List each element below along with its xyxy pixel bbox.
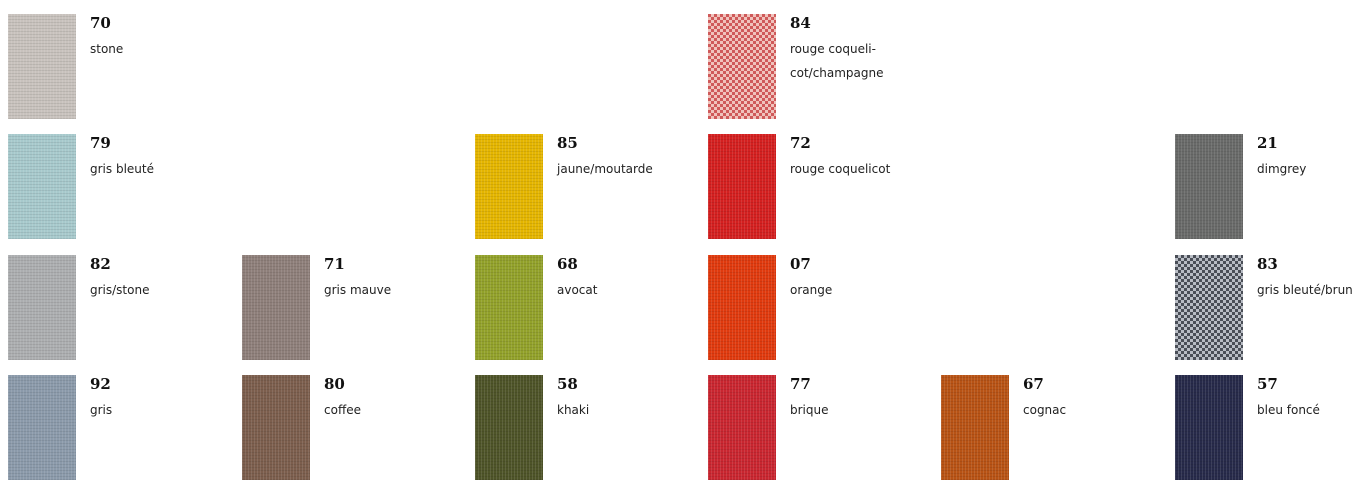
swatch-card-68: 68 avocat (475, 255, 700, 363)
fabric-swatch-gris (8, 375, 76, 480)
swatch-card-70: 70 stone (8, 14, 233, 122)
swatch-code: 71 (324, 255, 345, 273)
fabric-swatch-dimgrey (1175, 134, 1243, 239)
swatch-card-80: 80 coffee (242, 375, 467, 483)
swatch-name: brique (790, 403, 829, 417)
fabric-swatch-coffee (242, 375, 310, 480)
swatch-name: dimgrey (1257, 162, 1307, 176)
swatch-code: 72 (790, 134, 811, 152)
fabric-swatch-rouge-coquelicot-champagne (708, 14, 776, 119)
swatch-name: rouge coquelicot (790, 162, 891, 176)
swatch-code: 68 (557, 255, 578, 273)
swatch-name: gris/stone (90, 283, 150, 297)
swatch-name: coffee (324, 403, 361, 417)
swatch-name: orange (790, 283, 833, 297)
swatch-name: khaki (557, 403, 590, 417)
swatch-name: jaune/moutarde (557, 162, 653, 176)
fabric-swatch-brique (708, 375, 776, 480)
swatch-card-79: 79 gris bleuté (8, 134, 233, 242)
swatch-code: 85 (557, 134, 578, 152)
fabric-swatch-stone (8, 14, 76, 119)
swatch-code: 79 (90, 134, 111, 152)
swatch-name: stone (90, 42, 124, 56)
fabric-swatch-avocat (475, 255, 543, 360)
swatch-card-58: 58 khaki (475, 375, 700, 483)
swatch-code: 70 (90, 14, 111, 32)
swatch-card-67: 67 cognac (941, 375, 1166, 483)
swatch-code: 92 (90, 375, 111, 393)
fabric-swatch-orange (708, 255, 776, 360)
swatch-name: gris bleuté (90, 162, 154, 176)
swatch-card-92: 92 gris (8, 375, 233, 483)
fabric-swatch-bleu-fonce (1175, 375, 1243, 480)
swatch-name: gris (90, 403, 113, 417)
fabric-swatch-cognac (941, 375, 1009, 480)
swatch-code: 21 (1257, 134, 1278, 152)
swatch-code: 82 (90, 255, 111, 273)
swatch-code: 57 (1257, 375, 1278, 393)
swatch-card-83: 83 gris bleuté/brun (1175, 255, 1364, 363)
swatch-name: rouge coqueli- cot/champagne (790, 42, 884, 80)
swatch-card-71: 71 gris mauve (242, 255, 467, 363)
swatch-name: cognac (1023, 403, 1067, 417)
swatch-code: 80 (324, 375, 345, 393)
fabric-swatch-khaki (475, 375, 543, 480)
swatch-name: bleu foncé (1257, 403, 1320, 417)
swatch-code: 07 (790, 255, 811, 273)
swatch-card-07: 07 orange (708, 255, 933, 363)
swatch-code: 77 (790, 375, 811, 393)
swatch-card-85: 85 jaune/moutarde (475, 134, 700, 242)
swatch-name: gris bleuté/brun (1257, 283, 1353, 297)
fabric-swatch-gris-bleute (8, 134, 76, 239)
fabric-swatch-gris-bleute-brun (1175, 255, 1243, 360)
swatch-name: gris mauve (324, 283, 392, 297)
swatch-code: 83 (1257, 255, 1278, 273)
swatch-card-72: 72 rouge coquelicot (708, 134, 933, 242)
fabric-swatch-gris-mauve (242, 255, 310, 360)
swatch-code: 58 (557, 375, 578, 393)
fabric-swatch-rouge-coquelicot (708, 134, 776, 239)
swatch-card-21: 21 dimgrey (1175, 134, 1364, 242)
swatch-code: 84 (790, 14, 811, 32)
fabric-swatch-jaune-moutarde (475, 134, 543, 239)
swatch-card-84: 84 rouge coqueli- cot/champagne (708, 14, 933, 122)
swatch-code: 67 (1023, 375, 1044, 393)
fabric-swatch-gris-stone (8, 255, 76, 360)
swatch-card-57: 57 bleu foncé (1175, 375, 1364, 483)
swatch-card-82: 82 gris/stone (8, 255, 233, 363)
swatch-card-77: 77 brique (708, 375, 933, 483)
swatch-name: avocat (557, 283, 598, 297)
